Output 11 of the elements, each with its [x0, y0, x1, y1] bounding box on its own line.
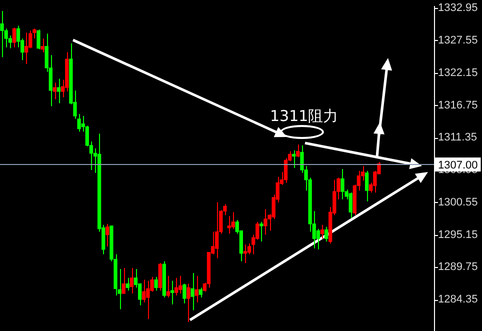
y-tick-label: 1332.95 [438, 2, 478, 14]
y-tick-label: 1322.15 [438, 66, 478, 79]
y-tick-label: 1300.55 [438, 196, 478, 208]
y-tick-label: 1284.35 [438, 294, 478, 306]
y-tick-label: 1316.75 [438, 99, 478, 112]
y-tick-label: 1327.55 [438, 34, 478, 47]
y-tick-label: 1289.75 [438, 261, 478, 274]
annotation: 1311阻力 [270, 107, 338, 126]
ref-line-label: 1307.00 [438, 160, 478, 172]
y-tick-label: 1311.35 [438, 132, 477, 144]
y-tick-label: 1295.15 [438, 228, 478, 241]
